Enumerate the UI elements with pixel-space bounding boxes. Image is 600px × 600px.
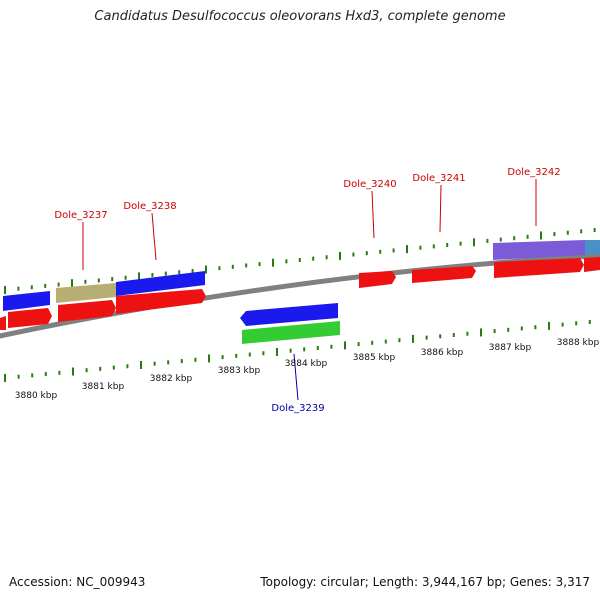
gene-features <box>0 240 600 344</box>
cds-arrow[interactable] <box>494 258 584 278</box>
gene-bar[interactable] <box>116 271 205 296</box>
genome-summary: Topology: circular; Length: 3,944,167 bp… <box>260 575 590 589</box>
gene-label[interactable]: Dole_3242 <box>507 167 560 178</box>
gene-bar[interactable] <box>493 240 585 260</box>
ruler-label: 3883 kbp <box>218 366 261 376</box>
ruler-label: 3884 kbp <box>285 359 328 369</box>
cds-arrow[interactable] <box>0 316 6 330</box>
reverse-ruler-ticks <box>4 320 591 382</box>
forward-ruler-ticks <box>4 228 596 294</box>
ruler-label: 3885 kbp <box>353 353 396 363</box>
gene-label-leader <box>293 353 299 401</box>
gene-label-leader <box>371 190 375 239</box>
gene-bar[interactable] <box>585 240 600 255</box>
accession-label: Accession: NC_009943 <box>9 575 146 589</box>
cds-arrow[interactable] <box>8 308 52 328</box>
gene-label[interactable]: Dole_3240 <box>343 179 396 190</box>
ruler-label: 3886 kbp <box>421 348 464 358</box>
cds-arrow[interactable] <box>359 271 396 288</box>
gene-bar[interactable] <box>242 321 340 344</box>
gene-bar[interactable] <box>3 291 50 311</box>
gene-label[interactable]: Dole_3238 <box>123 201 176 212</box>
cds-arrow[interactable] <box>412 266 476 283</box>
ruler-label: 3887 kbp <box>489 343 532 353</box>
gene-bar[interactable] <box>240 303 338 326</box>
gene-label[interactable]: Dole_3237 <box>54 210 107 221</box>
gene-labels: Dole_3237 Dole_3238 Dole_3239 Dole_3240 Dole… <box>54 167 560 414</box>
ruler-labels: 3880 kbp 3881 kbp 3882 kbp 3883 kbp 3884 kbp… <box>15 338 600 401</box>
gene-label-leader <box>151 212 157 261</box>
page-title: Candidatus Desulfococcus oleovorans Hxd3… <box>94 9 506 24</box>
gene-label-leader <box>439 184 442 233</box>
gene-label[interactable]: Dole_3241 <box>412 173 465 184</box>
cds-arrow[interactable] <box>584 257 600 272</box>
ruler-label: 3882 kbp <box>150 374 193 384</box>
gene-label[interactable]: Dole_3239 <box>271 403 324 414</box>
cds-arrow[interactable] <box>116 289 206 314</box>
gene-bar[interactable] <box>56 283 116 303</box>
ruler-label: 3888 kbp <box>557 338 600 348</box>
cds-arrow[interactable] <box>58 300 116 322</box>
ruler-label: 3881 kbp <box>82 382 125 392</box>
ruler-label: 3880 kbp <box>15 391 58 401</box>
